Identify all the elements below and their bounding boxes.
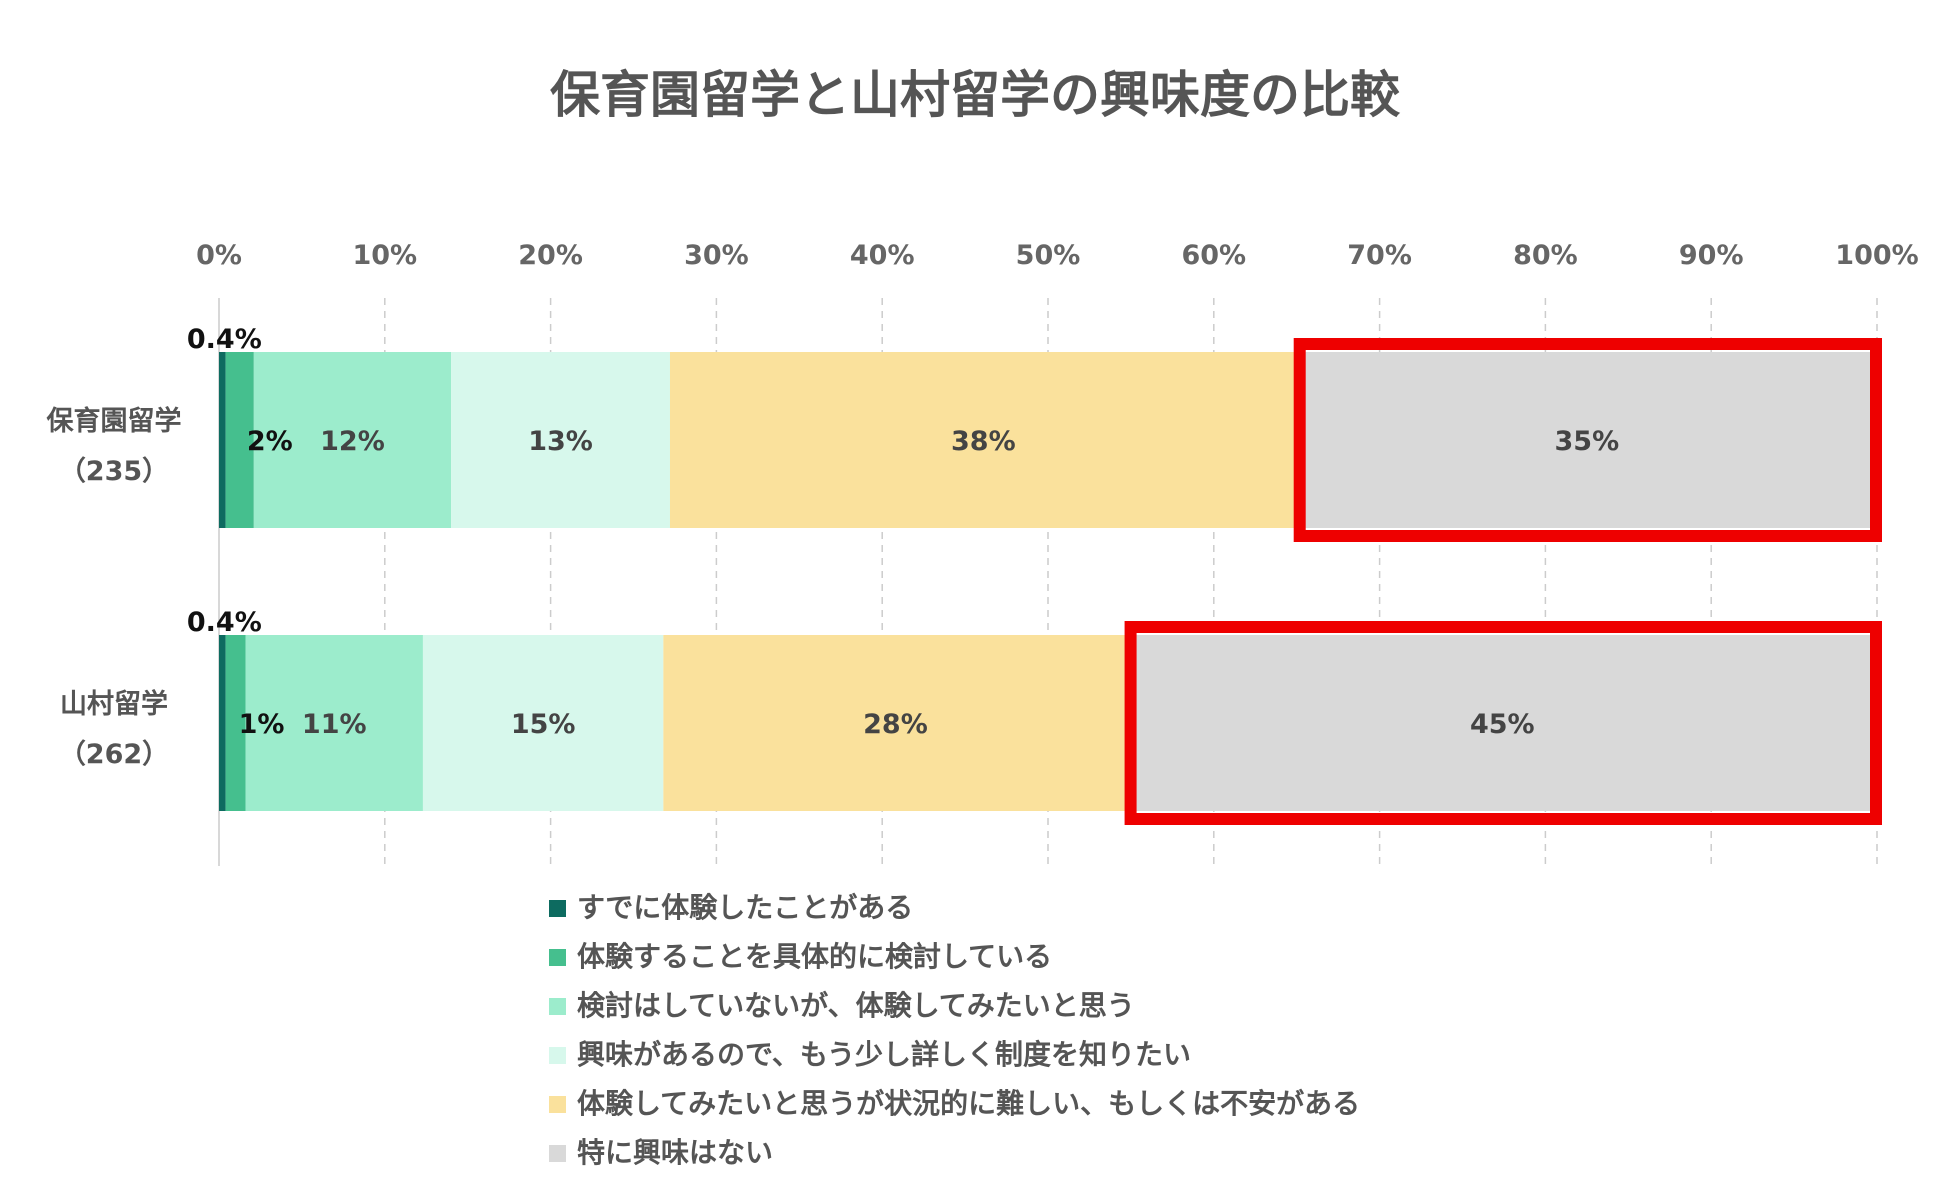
x-tick-label: 20%: [518, 240, 583, 271]
legend-swatch: [549, 998, 566, 1015]
data-label: 28%: [863, 709, 928, 740]
legend-swatch: [549, 1096, 566, 1113]
data-labels: 0.4% 2% 12% 13% 38% 35% 0.4% 1% 11% 15% 28% 45%: [187, 324, 1882, 825]
data-label: 2%: [247, 426, 293, 457]
x-tick-label: 80%: [1513, 240, 1578, 271]
chart-title: 保育園留学と山村留学の興味度の比較: [550, 66, 1401, 124]
legend-label: 検討はしていないが、体験してみたいと思う: [577, 989, 1135, 1022]
legend-label: すでに体験したことがある: [577, 891, 913, 924]
bar-segment: [219, 352, 226, 528]
x-tick-label: 60%: [1181, 240, 1246, 271]
category-count: （262）: [59, 739, 169, 770]
legend-swatch: [549, 1145, 566, 1162]
x-tick-label: 70%: [1347, 240, 1412, 271]
data-label: 0.4%: [187, 324, 262, 355]
x-axis-ticks: 0% 10% 20% 30% 40% 50% 60% 70% 80% 90% 100%: [196, 240, 1919, 271]
highlight-box: [1124, 621, 1882, 825]
bars: [219, 352, 1877, 811]
data-label: 45%: [1470, 709, 1535, 740]
category-label: 山村留学: [60, 688, 168, 720]
bar-segment: [669, 352, 1297, 528]
data-label: 35%: [1555, 426, 1620, 457]
bar-segment: [422, 635, 664, 811]
data-label: 1%: [239, 709, 285, 740]
legend: すでに体験したことがある体験することを具体的に検討している検討はしていないが、体…: [549, 891, 1360, 1169]
category-label: 保育園留学: [46, 405, 182, 437]
category-count: （235）: [59, 456, 169, 487]
legend-swatch: [549, 1047, 566, 1064]
bar-segment: [1127, 635, 1877, 811]
x-tick-label: 40%: [850, 240, 915, 271]
legend-label: 体験してみたいと思うが状況的に難しい、もしくは不安がある: [577, 1087, 1360, 1120]
category-labels: 保育園留学 （235） 山村留学 （262）: [46, 405, 182, 770]
legend-swatch: [549, 949, 566, 966]
highlight-box: [1293, 338, 1882, 542]
data-label: 0.4%: [187, 607, 262, 638]
legend-label: 興味があるので、もう少し詳しく制度を知りたい: [577, 1038, 1191, 1071]
data-label: 11%: [302, 709, 367, 740]
legend-swatch: [549, 900, 566, 917]
data-label: 38%: [951, 426, 1016, 457]
x-tick-label: 50%: [1016, 240, 1081, 271]
bar-segment: [663, 635, 1128, 811]
x-tick-label: 90%: [1679, 240, 1744, 271]
bar-segment: [451, 352, 670, 528]
bar-segment: [245, 635, 423, 811]
x-tick-label: 0%: [196, 240, 242, 271]
bar-segment: [219, 635, 226, 811]
legend-label: 体験することを具体的に検討している: [577, 940, 1052, 973]
bar-segment: [1296, 352, 1877, 528]
legend-label: 特に興味はない: [577, 1136, 773, 1169]
data-label: 13%: [528, 426, 593, 457]
bar-segment: [225, 635, 246, 811]
x-tick-label: 30%: [684, 240, 749, 271]
bar-segment: [225, 352, 254, 528]
data-label: 15%: [511, 709, 576, 740]
data-label: 12%: [320, 426, 385, 457]
x-tick-label: 100%: [1835, 240, 1918, 271]
x-tick-label: 10%: [352, 240, 417, 271]
bar-segment: [253, 352, 452, 528]
